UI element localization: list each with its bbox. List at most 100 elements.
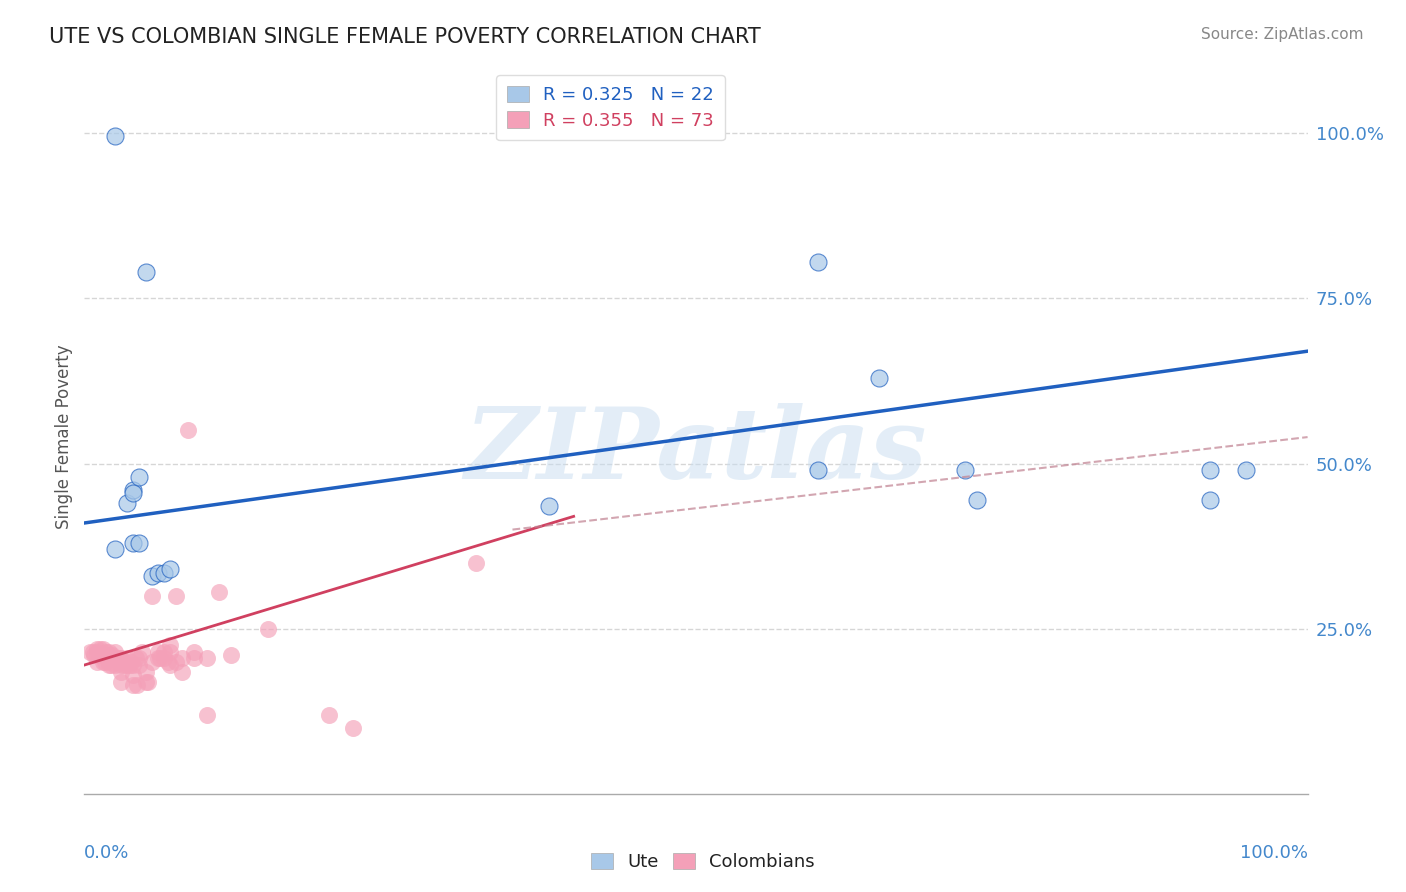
Point	[104, 658, 127, 673]
Point	[159, 645, 181, 659]
Point	[104, 651, 127, 665]
Point	[141, 655, 163, 669]
Point	[318, 707, 340, 722]
Point	[128, 536, 150, 550]
Point	[146, 645, 169, 659]
Point	[125, 678, 148, 692]
Point	[91, 648, 114, 662]
Text: UTE VS COLOMBIAN SINGLE FEMALE POVERTY CORRELATION CHART: UTE VS COLOMBIAN SINGLE FEMALE POVERTY C…	[49, 27, 761, 46]
Point	[82, 645, 104, 659]
Point	[141, 589, 163, 603]
Point	[177, 424, 200, 438]
Point	[122, 658, 145, 673]
Point	[464, 556, 486, 570]
Point	[128, 651, 150, 665]
Point	[131, 645, 153, 659]
Point	[807, 463, 830, 477]
Text: 100.0%: 100.0%	[1240, 844, 1308, 862]
Point	[86, 655, 108, 669]
Point	[91, 655, 114, 669]
Point	[807, 255, 830, 269]
Point	[101, 648, 124, 662]
Point	[83, 648, 105, 662]
Point	[156, 655, 179, 669]
Point	[86, 641, 108, 656]
Point	[135, 674, 157, 689]
Point	[89, 648, 111, 662]
Point	[135, 265, 157, 279]
Point	[183, 651, 205, 665]
Point	[159, 562, 181, 576]
Point	[97, 658, 120, 673]
Point	[104, 645, 127, 659]
Point	[112, 658, 135, 673]
Point	[114, 655, 136, 669]
Point	[110, 658, 132, 673]
Point	[120, 655, 142, 669]
Point	[104, 542, 127, 557]
Point	[107, 651, 129, 665]
Legend: Ute, Colombians: Ute, Colombians	[583, 846, 823, 879]
Point	[172, 665, 194, 679]
Point	[87, 648, 110, 662]
Point	[183, 645, 205, 659]
Point	[118, 658, 141, 673]
Point	[125, 651, 148, 665]
Legend: R = 0.325   N = 22, R = 0.355   N = 73: R = 0.325 N = 22, R = 0.355 N = 73	[496, 75, 724, 140]
Point	[538, 500, 561, 514]
Point	[115, 496, 138, 510]
Point	[342, 721, 364, 735]
Point	[195, 707, 218, 722]
Point	[122, 536, 145, 550]
Point	[96, 645, 118, 659]
Point	[97, 648, 120, 662]
Point	[104, 129, 127, 144]
Point	[869, 370, 891, 384]
Point	[153, 645, 176, 659]
Point	[136, 674, 159, 689]
Text: 0.0%: 0.0%	[84, 844, 129, 862]
Point	[128, 658, 150, 673]
Text: Source: ZipAtlas.com: Source: ZipAtlas.com	[1201, 27, 1364, 42]
Point	[257, 622, 280, 636]
Point	[149, 651, 172, 665]
Point	[135, 665, 157, 679]
Point	[91, 641, 114, 656]
Point	[115, 658, 138, 673]
Point	[208, 585, 231, 599]
Point	[1198, 463, 1220, 477]
Y-axis label: Single Female Poverty: Single Female Poverty	[55, 345, 73, 529]
Point	[141, 569, 163, 583]
Point	[110, 674, 132, 689]
Point	[1236, 463, 1258, 477]
Point	[79, 645, 101, 659]
Point	[100, 658, 122, 673]
Point	[122, 483, 145, 497]
Point	[159, 638, 181, 652]
Point	[153, 651, 176, 665]
Point	[122, 678, 145, 692]
Point	[153, 566, 176, 580]
Point	[165, 655, 187, 669]
Text: ZIPatlas: ZIPatlas	[465, 403, 927, 500]
Point	[122, 668, 145, 682]
Point	[128, 469, 150, 483]
Point	[86, 645, 108, 659]
Point	[110, 665, 132, 679]
Point	[100, 651, 122, 665]
Point	[96, 648, 118, 662]
Point	[115, 651, 138, 665]
Point	[159, 658, 181, 673]
Point	[953, 463, 976, 477]
Point	[94, 655, 117, 669]
Point	[146, 651, 169, 665]
Point	[172, 651, 194, 665]
Point	[97, 645, 120, 659]
Point	[122, 486, 145, 500]
Point	[1198, 492, 1220, 507]
Point	[219, 648, 242, 662]
Point	[110, 651, 132, 665]
Point	[89, 641, 111, 656]
Point	[966, 492, 988, 507]
Point	[146, 566, 169, 580]
